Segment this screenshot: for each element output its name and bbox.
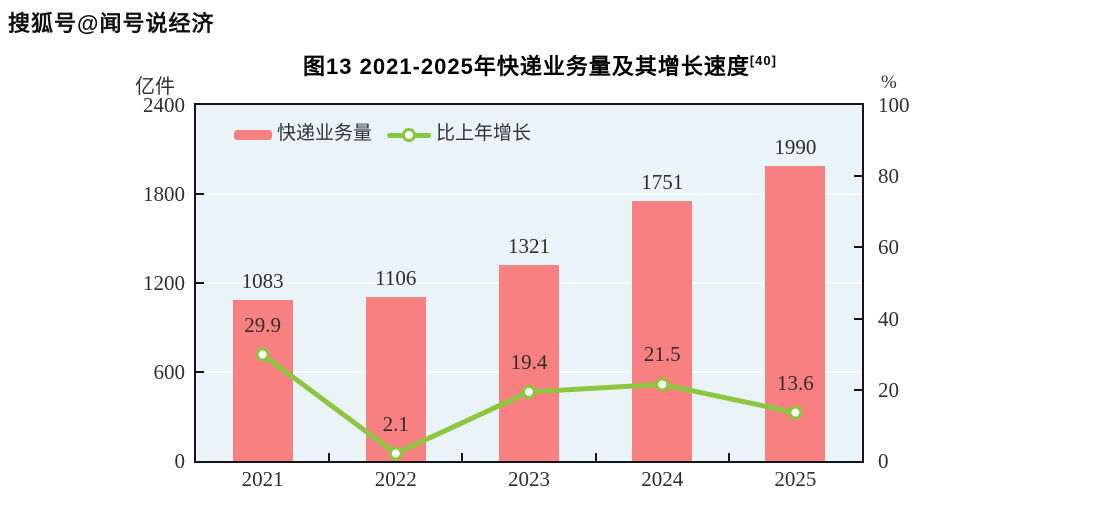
growth-point-marker-2022 [388, 446, 403, 461]
chart-title-main: 图13 2021-2025年快递业务量及其增长速度 [303, 54, 750, 79]
left-axis-tick [196, 371, 204, 373]
bar-2021 [232, 300, 293, 461]
x-axis-label-2022: 2022 [374, 467, 417, 491]
legend-label-bar-series: 快递业务量 [277, 123, 373, 144]
plot-area: 快递业务量 比上年增长 1083 1106 1321 1751 1990 29.9 2.1 1… [196, 105, 862, 461]
bar-value-label: 1083 [241, 269, 284, 294]
growth-point-marker-2025 [788, 405, 803, 420]
right-axis-tick [854, 175, 862, 178]
right-axis-tick-label: 80 [878, 164, 899, 189]
legend-label-line-series: 比上年增长 [436, 123, 532, 144]
left-axis-tick [196, 193, 204, 195]
bar-value-label: 1321 [508, 234, 550, 259]
bar-value-label: 1751 [641, 170, 684, 195]
growth-point-marker-2021 [255, 347, 270, 362]
right-axis-tick [854, 317, 862, 320]
growth-value-label: 2.1 [382, 411, 409, 436]
left-axis-tick-label: 1800 [143, 182, 185, 206]
x-axis-tick [461, 453, 464, 461]
growth-value-label: 19.4 [510, 349, 548, 374]
growth-value-label: 29.9 [244, 312, 281, 337]
left-axis-tick-label: 1200 [143, 271, 185, 295]
growth-point-marker-2024 [655, 377, 670, 392]
growth-point-marker-2023 [522, 384, 536, 399]
right-axis-tick [854, 388, 862, 391]
x-axis-label-2025: 2025 [774, 467, 817, 491]
chart-title-footnote-ref: [40] [749, 53, 777, 68]
left-axis-tick [196, 282, 204, 284]
bar-2024 [632, 201, 693, 461]
bar-2023 [499, 265, 559, 461]
x-axis-tick [328, 453, 331, 461]
growth-value-label: 13.6 [777, 370, 814, 395]
growth-line-chart [255, 347, 803, 461]
legend-bar-swatch [234, 130, 272, 140]
left-axis-tick-label: 2400 [143, 93, 185, 117]
x-axis-label-2023: 2023 [508, 467, 550, 491]
x-axis-label-2021: 2021 [241, 467, 284, 491]
x-axis-tick [727, 453, 730, 461]
bar-2022 [365, 296, 426, 461]
left-axis-tick-label: 600 [153, 360, 186, 384]
right-axis-tick-label: 20 [878, 377, 899, 402]
right-axis-tick [854, 246, 862, 249]
growth-value-label: 21.5 [643, 342, 681, 367]
right-axis-tick-label: 40 [878, 306, 899, 331]
right-axis-tick-label: 0 [878, 449, 889, 473]
bar-value-label: 1990 [774, 134, 817, 159]
x-axis-tick [594, 453, 597, 461]
watermark-text: 搜狐号@闻号说经济 [8, 11, 215, 36]
right-axis-unit-label: % [881, 72, 897, 93]
left-axis-unit-label: 亿件 [135, 76, 175, 98]
left-axis-tick-label: 0 [174, 449, 186, 473]
chart-title: 图13 2021-2025年快递业务量及其增长速度[40] [303, 49, 777, 81]
legend-line-marker-icon [402, 128, 416, 142]
bar-value-label: 1106 [375, 265, 417, 290]
x-axis-label-2024: 2024 [641, 467, 684, 491]
right-axis-tick-label: 60 [878, 235, 899, 260]
gridline-1800 [196, 193, 862, 195]
right-axis-tick-label: 100 [878, 93, 910, 117]
